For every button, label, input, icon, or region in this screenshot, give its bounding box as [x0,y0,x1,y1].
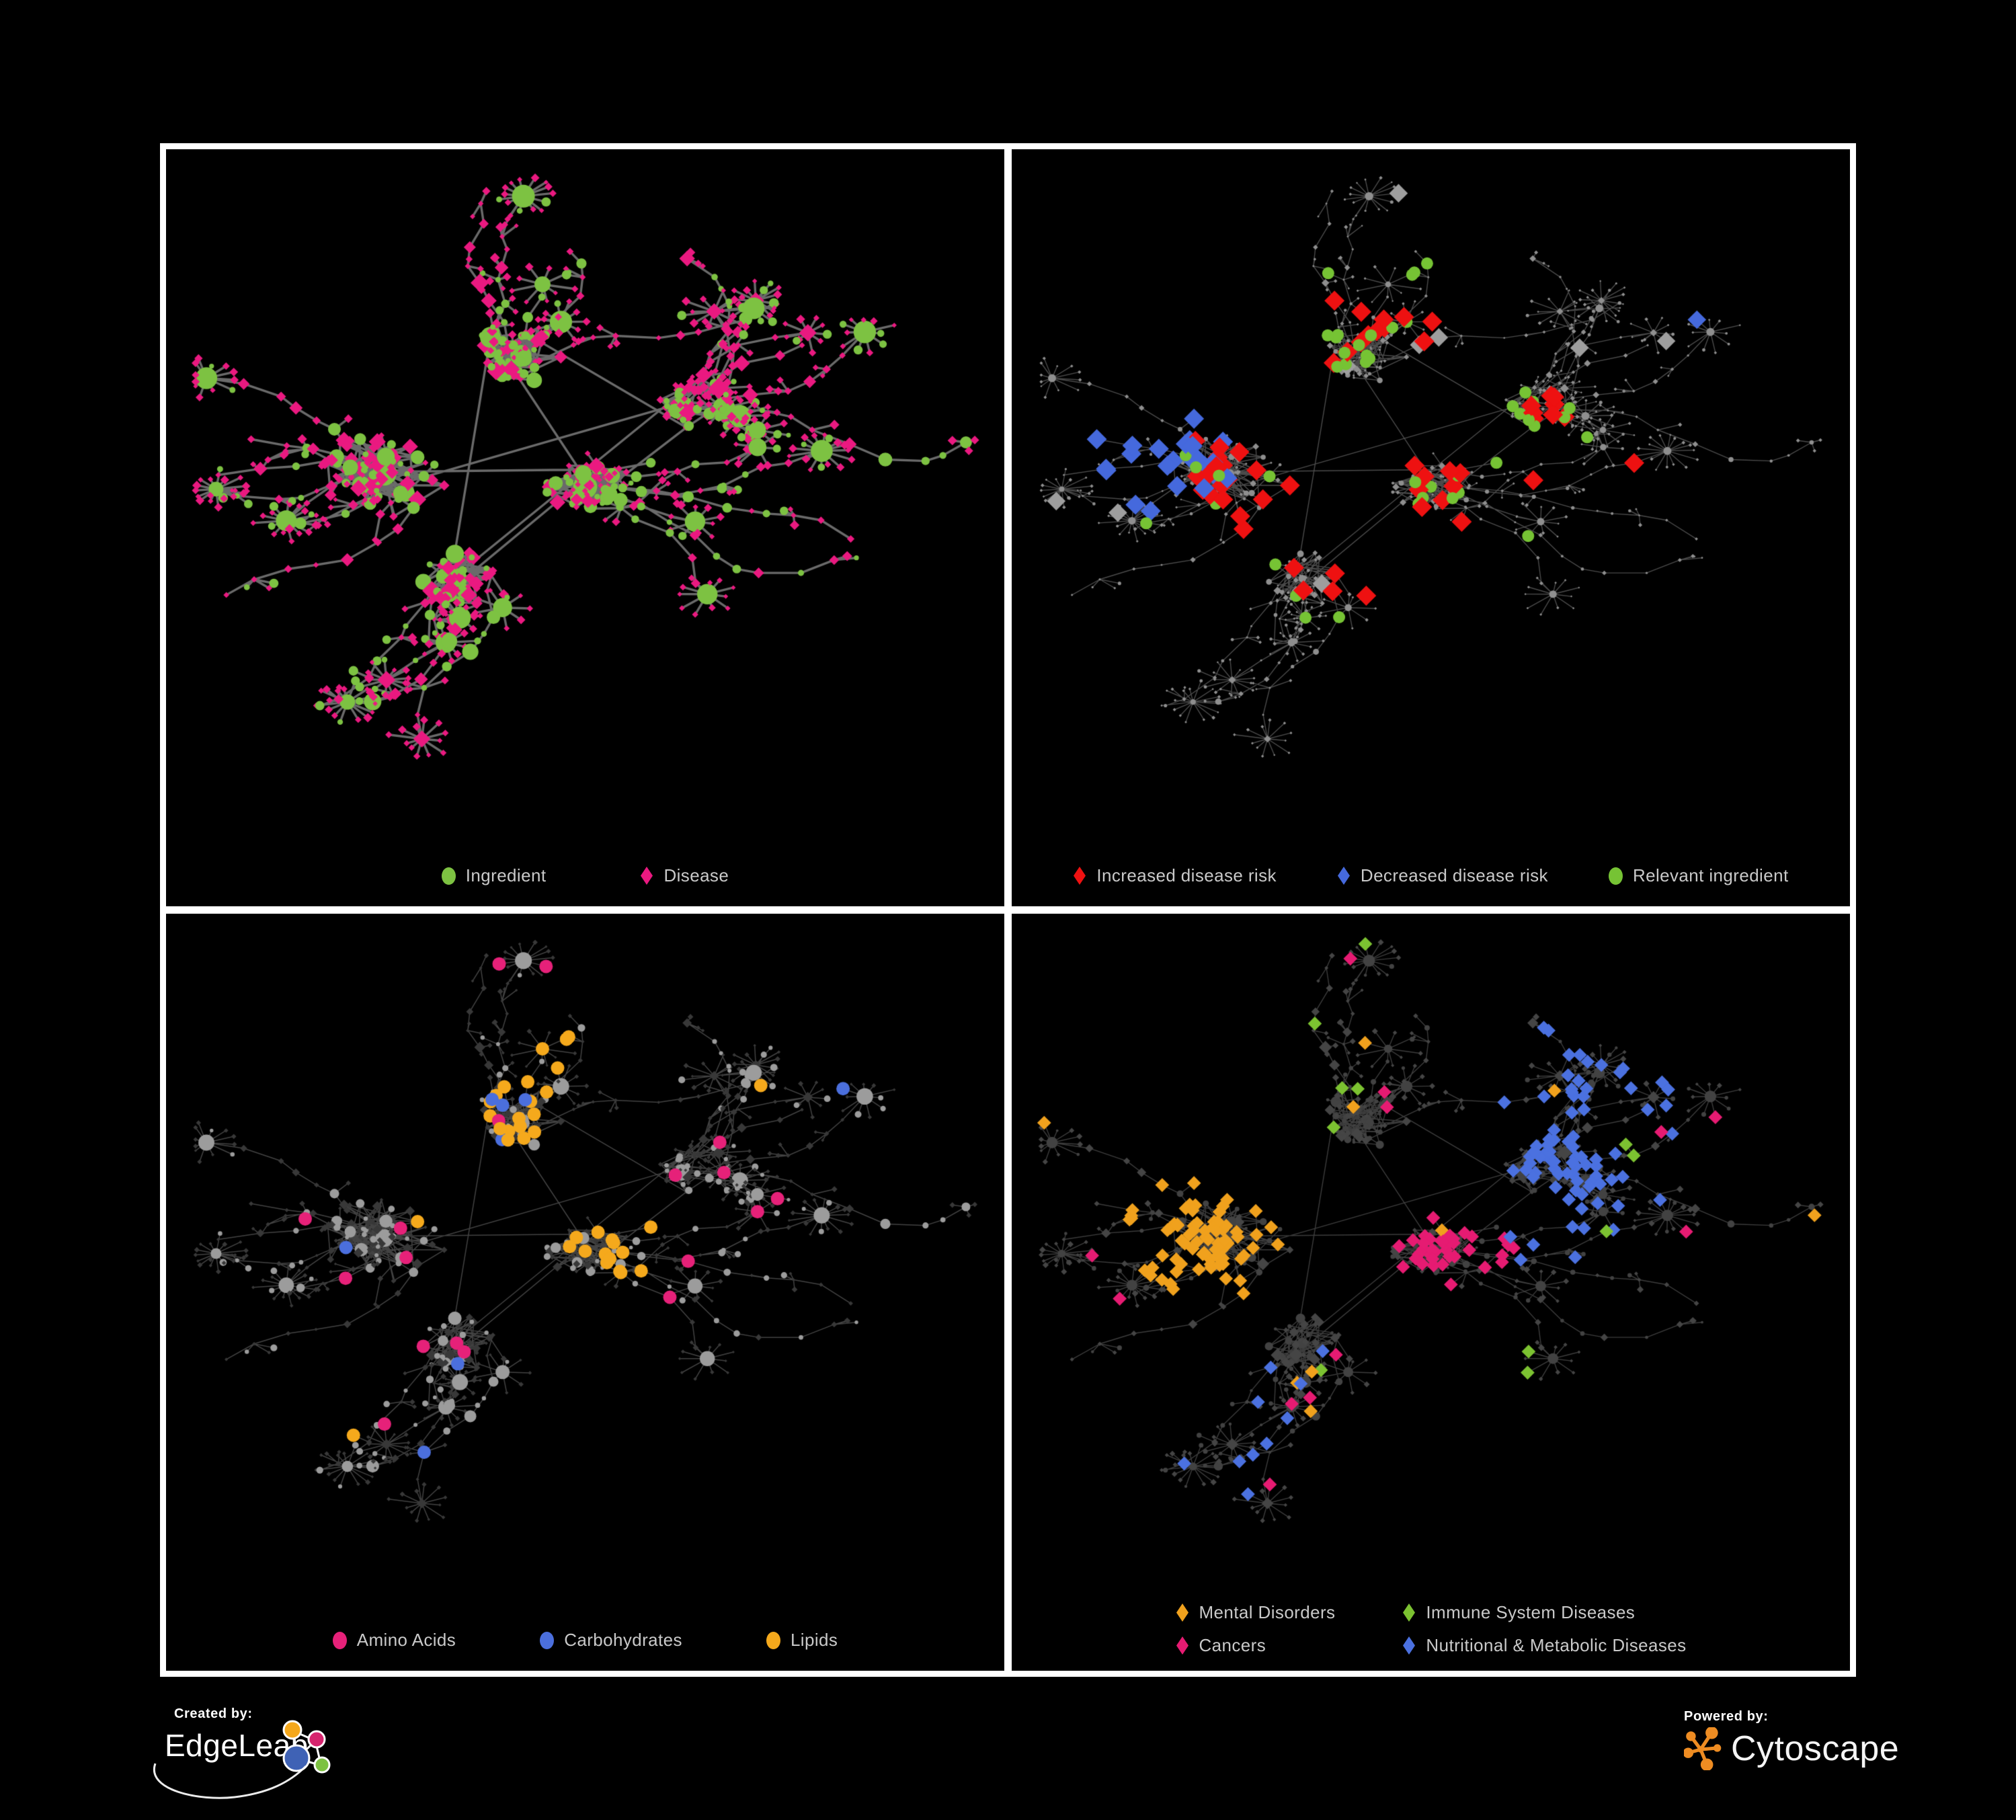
created-by-label: Created by: [174,1706,253,1721]
network-canvas-disease-classes [1012,914,1850,1671]
legend-marker-diamond [1403,1604,1416,1622]
edgeleap-node-orange [282,1720,303,1740]
legend-disease-classes: Mental Disorders Immune System Diseases Ca… [1012,1602,1850,1656]
panel-disease-classes: Mental Disorders Immune System Diseases Ca… [1012,914,1850,1671]
panel-disease-risk: Increased disease risk Decreased disease … [1012,149,1850,906]
legend-marker-diamond [1176,1636,1188,1655]
cytoscape-icon [1684,1727,1722,1770]
legend-label: Immune System Diseases [1426,1602,1636,1622]
legend-label: Amino Acids [356,1630,456,1650]
panel-nutrient-classes: Amino Acids Carbohydrates Lipids [166,914,1004,1671]
legend-marker-circle [766,1631,780,1649]
edgeleap-node-pink [307,1730,326,1749]
legend-marker-circle [441,867,456,885]
panel-grid: Ingredient Disease Increased disease risk… [166,149,1850,1671]
legend-marker-circle [332,1631,347,1649]
edgeleap-node-green [313,1756,331,1774]
legend-ingredient-disease: Ingredient Disease [166,865,1004,886]
legend-label: Ingredient [465,865,547,885]
legend-item-amino-acids: Amino Acids [332,1630,456,1651]
legend-item-mental-disorders: Mental Disorders [1176,1602,1336,1623]
legend-marker-diamond [1403,1636,1416,1655]
legend-item-immune-system-diseases: Immune System Diseases [1402,1602,1686,1623]
legend-label: Increased disease risk [1096,865,1277,885]
edgeleap-network-icon [282,1720,331,1774]
legend-label: Disease [663,865,729,885]
edgeleap-logo-block: Created by: EdgeLeap [153,1706,366,1801]
edgeleap-swoosh [153,1763,307,1799]
powered-by-label: Powered by: [1684,1709,1769,1724]
edgeleap-node-blue [282,1744,311,1772]
legend-marker-diamond [641,867,653,885]
legend-label: Carbohydrates [564,1630,682,1650]
network-canvas-disease-risk [1012,149,1850,906]
legend-marker-diamond [1176,1604,1188,1622]
legend-marker-circle [540,1631,555,1649]
network-canvas-nutrient-classes [166,914,1004,1671]
legend-disease-risk: Increased disease risk Decreased disease … [1012,865,1850,886]
legend-label: Relevant ingredient [1632,865,1789,885]
white-frame: Ingredient Disease Increased disease risk… [160,143,1856,1677]
legend-item-ingredient: Ingredient [441,865,547,886]
legend-item-cancers: Cancers [1176,1635,1336,1656]
legend-label: Cancers [1199,1635,1266,1655]
legend-item-disease: Disease [640,865,729,886]
legend-marker-diamond [1337,867,1350,885]
legend-item-carbohydrates: Carbohydrates [540,1630,682,1651]
legend-item-increased-disease-risk: Increased disease risk [1073,865,1276,886]
legend-label: Lipids [790,1630,838,1650]
legend-marker-diamond [1074,867,1086,885]
cytoscape-wordmark: Cytoscape [1731,1729,1900,1768]
cytoscape-logo-block: Powered by: Cytoscape [1684,1709,1993,1796]
legend-item-relevant-ingredient: Relevant ingredient [1608,865,1789,886]
legend-item-decreased-disease-risk: Decreased disease risk [1337,865,1548,886]
legend-nutrient-classes: Amino Acids Carbohydrates Lipids [166,1630,1004,1651]
panel-ingredient-disease: Ingredient Disease [166,149,1004,906]
legend-marker-circle [1608,867,1623,885]
legend-label: Decreased disease risk [1360,865,1548,885]
legend-label: Mental Disorders [1199,1602,1336,1622]
legend-item-lipids: Lipids [766,1630,838,1651]
legend-item-nutritional-metabolic-diseases: Nutritional & Metabolic Diseases [1402,1635,1686,1656]
network-canvas-ingredient-disease [166,149,1004,906]
legend-label: Nutritional & Metabolic Diseases [1426,1635,1687,1655]
